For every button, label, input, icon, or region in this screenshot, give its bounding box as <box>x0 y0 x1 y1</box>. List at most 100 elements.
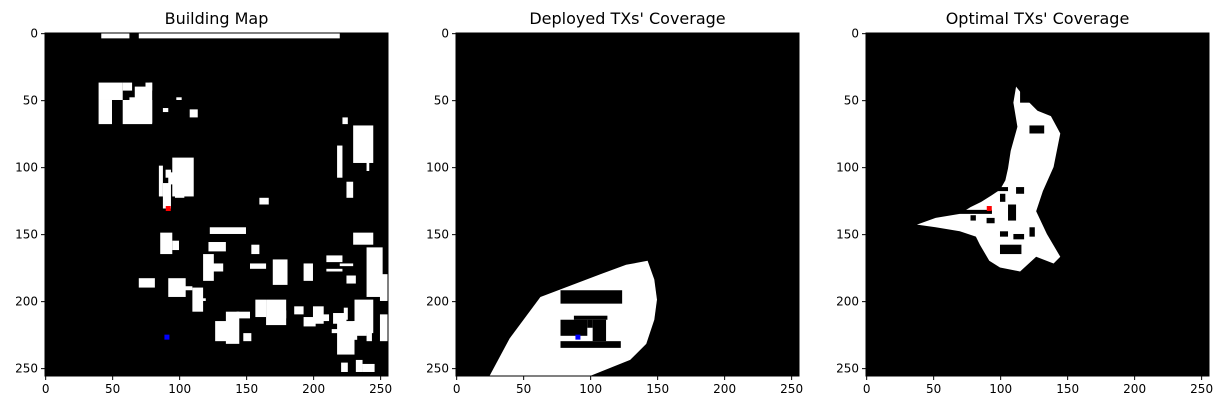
panel-building-map: Building Map 0 50 100 150 200 250 0 50 100 150 200 2… <box>15 9 392 396</box>
building-region <box>129 113 139 123</box>
building-region <box>168 278 186 297</box>
x-tick-label: 150 <box>235 382 258 396</box>
building-region <box>294 306 304 315</box>
building-region <box>189 109 198 118</box>
building-region <box>199 298 206 301</box>
building-region <box>362 363 375 372</box>
transmitter-marker <box>164 334 170 340</box>
transmitter-marker <box>575 334 581 340</box>
building-region <box>272 259 288 285</box>
building-region <box>326 268 343 272</box>
building-region <box>176 97 182 100</box>
x-tick-label: 0 <box>453 382 461 396</box>
building-gap <box>959 209 992 214</box>
building-region <box>319 314 330 322</box>
building-region <box>158 165 163 197</box>
y-tick-label: 250 <box>426 362 449 376</box>
building-region <box>331 329 340 334</box>
x-tick-label: 150 <box>1056 382 1079 396</box>
y-tick-label: 50 <box>23 94 38 108</box>
building-region <box>172 157 194 197</box>
x-tick-label: 250 <box>1190 382 1213 396</box>
building-region <box>266 299 287 326</box>
building-region <box>339 263 354 267</box>
building-region <box>138 278 155 288</box>
building-region <box>208 242 226 252</box>
building-region <box>255 299 267 318</box>
x-tick-label: 100 <box>168 382 191 396</box>
building-gap <box>592 319 607 342</box>
x-tick-label: 150 <box>646 382 669 396</box>
y-tick-label: 0 <box>441 27 449 41</box>
building-gap <box>560 341 621 348</box>
building-region <box>209 263 224 272</box>
y-tick-label: 0 <box>851 27 859 41</box>
x-tick-label: 50 <box>516 382 531 396</box>
building-gap <box>573 315 608 320</box>
x-tick-label: 250 <box>780 382 803 396</box>
building-gap <box>1013 233 1025 240</box>
x-tick-label: 200 <box>713 382 736 396</box>
building-region <box>333 313 347 324</box>
building-region <box>183 286 193 291</box>
panel-optimal-coverage: Optimal TXs' Coverage 0 50 100 150 200 250 0 50 1… <box>836 9 1213 396</box>
transmitter-marker <box>986 206 992 212</box>
transmitter-marker <box>165 206 171 212</box>
y-tick-label: 200 <box>426 295 449 309</box>
building-region <box>312 306 324 324</box>
x-tick-label: 200 <box>302 382 325 396</box>
x-tick-label: 0 <box>42 382 50 396</box>
building-gap <box>999 193 1006 202</box>
building-region <box>162 108 169 113</box>
image-content <box>489 260 657 376</box>
building-region <box>343 307 348 320</box>
axes-frame <box>44 32 389 377</box>
building-gap <box>1029 227 1035 237</box>
building-region <box>366 247 383 297</box>
x-tick-label: 250 <box>369 382 392 396</box>
building-region <box>209 227 246 234</box>
panel-deployed-coverage: Deployed TXs' Coverage 0 50 100 150 200 250 0 50… <box>426 9 803 396</box>
building-gap <box>560 319 588 336</box>
y-tick-label: 150 <box>836 228 859 242</box>
building-region <box>98 82 123 100</box>
building-region <box>282 310 287 319</box>
building-region <box>98 99 112 125</box>
building-region <box>303 317 316 327</box>
building-gap <box>989 187 1009 192</box>
y-tick-label: 250 <box>836 362 859 376</box>
building-gap <box>587 319 593 328</box>
building-region <box>172 240 179 251</box>
building-region <box>162 183 171 209</box>
building-region <box>203 254 214 281</box>
building-gap <box>970 215 976 221</box>
building-region <box>366 157 370 172</box>
building-region <box>192 287 204 312</box>
building-region <box>165 169 171 178</box>
y-tick-label: 150 <box>15 228 38 242</box>
building-region <box>337 321 355 355</box>
building-region <box>366 327 372 342</box>
building-gap <box>999 244 1022 255</box>
y-tick-label: 250 <box>15 362 38 376</box>
y-tick-label: 0 <box>30 27 38 41</box>
y-tick-label: 200 <box>15 295 38 309</box>
y-tick-label: 150 <box>426 228 449 242</box>
building-region <box>326 255 343 263</box>
panel-title: Optimal TXs' Coverage <box>946 9 1130 28</box>
building-gap <box>1020 86 1033 103</box>
y-tick-label: 200 <box>836 295 859 309</box>
building-region <box>379 274 388 301</box>
image-content <box>98 33 388 372</box>
building-region <box>243 333 252 342</box>
panel-title: Deployed TXs' Coverage <box>529 9 725 28</box>
building-region <box>353 125 374 163</box>
building-region <box>303 263 313 281</box>
building-region <box>168 172 175 185</box>
building-region <box>129 97 139 103</box>
building-gap <box>1029 125 1045 134</box>
building-region <box>101 33 130 39</box>
building-gap <box>986 217 995 224</box>
building-region <box>122 82 133 91</box>
